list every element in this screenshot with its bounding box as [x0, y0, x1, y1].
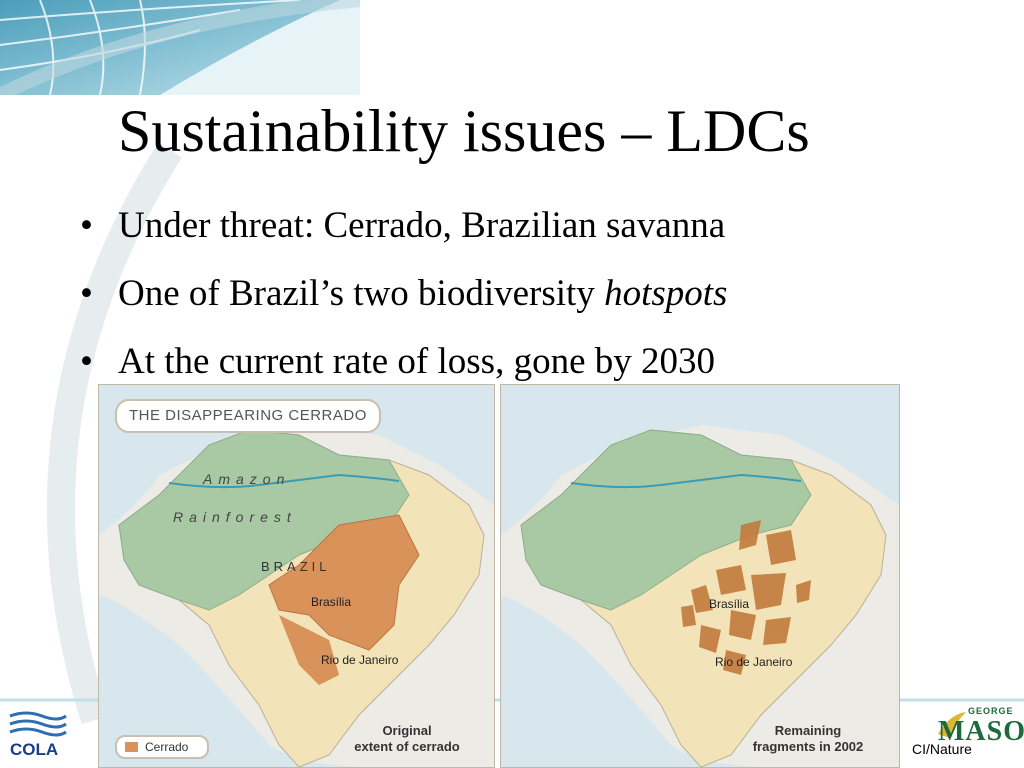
brazil-map-graphic [501, 385, 899, 767]
gmu-logo-george: GEORGE [968, 706, 1014, 716]
slide-title: Sustainability issues – LDCs [118, 98, 810, 164]
map-remaining-cerrado: Brasília Rio de Janeiro Remaining fragme… [500, 384, 900, 768]
cerrado-swatch [125, 742, 138, 752]
bullet-emphasis: hotspots [604, 273, 728, 314]
image-credit: CI/Nature [912, 741, 972, 757]
label-amazon: Amazon [203, 471, 291, 487]
globe-header-graphic [0, 0, 360, 95]
bullet-item: At the current rate of loss, gone by 203… [80, 328, 727, 396]
right-map-caption: Remaining fragments in 2002 [752, 723, 864, 754]
bullet-item: Under threat: Cerrado, Brazilian savanna [80, 192, 727, 260]
bullet-list: Under threat: Cerrado, Brazilian savanna… [80, 192, 727, 396]
cola-logo-text: COLA [10, 740, 59, 759]
map-legend: Cerrado [115, 735, 209, 759]
gmu-logo-icon [938, 712, 966, 738]
label-rio: Rio de Janeiro [321, 653, 399, 667]
label-brasilia: Brasília [311, 595, 352, 609]
legend-label: Cerrado [145, 740, 189, 754]
map-title: THE DISAPPEARING CERRADO [115, 399, 381, 433]
brazil-map-graphic [99, 385, 494, 767]
left-map-caption: Original extent of cerrado [354, 723, 460, 754]
map-original-cerrado: THE DISAPPEARING CERRADO Amazon Rainfore… [98, 384, 495, 768]
bullet-item: One of Brazil’s two biodiversity hotspot… [80, 260, 727, 328]
label-brazil: BRAZIL [261, 559, 331, 574]
cola-logo-icon [9, 711, 67, 737]
gmu-logo-mason: MASON [938, 716, 1024, 747]
label-rainforest: Rainforest [173, 509, 297, 525]
label-rio: Rio de Janeiro [715, 655, 793, 669]
label-brasilia: Brasília [709, 597, 750, 611]
